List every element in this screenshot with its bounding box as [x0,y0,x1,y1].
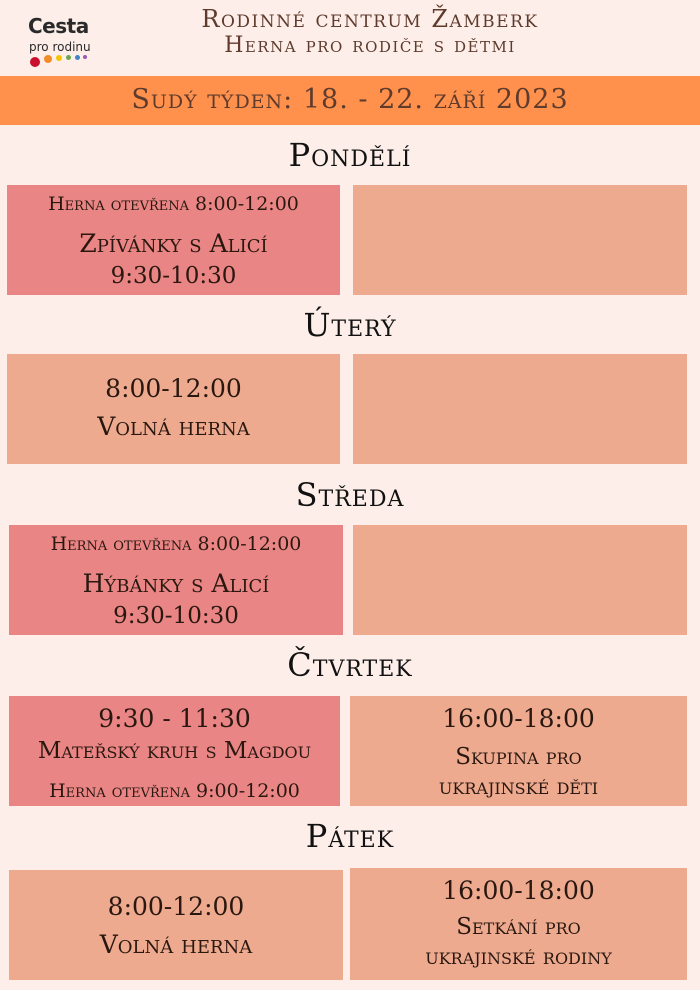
logo-dot [56,55,62,61]
tuesday-right-cell [353,354,687,464]
logo-dot [75,55,80,60]
logo-dot [83,55,87,59]
cell-line: 16:00-18:00 [442,704,595,733]
day-heading-thursday: Čtvrtek [287,646,413,684]
center-title: Rodinné centrum Žamberk [201,5,539,33]
cell-line: Herna otevřena 8:00-12:00 [48,193,299,215]
thursday-right-cell: 16:00-18:00 Skupina pro ukrajinské děti [350,696,687,806]
cell-line: 16:00-18:00 [442,876,595,905]
logo-wordmark: Cesta [28,14,89,38]
cell-line: Setkání pro [456,914,581,940]
day-heading-friday: Pátek [305,817,395,855]
logo-dot [66,55,71,60]
day-heading-tuesday: Úterý [303,306,397,344]
friday-left-cell: 8:00-12:00 Volná herna [9,870,343,980]
thursday-left-cell: 9:30 - 11:30 Mateřský kruh s Magdou Hern… [9,696,340,806]
wednesday-right-cell [353,525,687,635]
cell-line: Hýbánky s Alicí [82,569,270,598]
cell-line: Mateřský kruh s Magdou [37,738,312,764]
monday-right-cell [353,185,687,295]
cell-line: ukrajinské rodiny [425,944,612,970]
logo-dot [30,57,40,67]
friday-right-cell: 16:00-18:00 Setkání pro ukrajinské rodin… [350,868,687,980]
cell-line: Volná herna [99,930,253,959]
cell-line: ukrajinské děti [438,774,599,800]
day-heading-wednesday: Středa [295,476,405,514]
tuesday-left-cell: 8:00-12:00 Volná herna [7,354,340,464]
logo-subtitle: pro rodinu [29,40,91,54]
wednesday-left-cell: Herna otevřena 8:00-12:00 Hýbánky s Alic… [9,525,343,635]
cell-line: Skupina pro [455,744,582,770]
cell-line: 9:30-10:30 [110,263,237,289]
cell-line: 8:00-12:00 [107,892,245,921]
cell-line: 8:00-12:00 [105,374,242,403]
cell-line: 9:30-10:30 [113,603,239,629]
center-subtitle: Herna pro rodiče s dětmi [224,33,516,58]
cell-line: Herna otevřena 8:00-12:00 [50,533,302,555]
logo-dot [44,55,52,63]
cell-line: Herna otevřena 9:00-12:00 [49,780,300,802]
week-band [0,76,700,125]
day-heading-monday: Pondělí [288,136,412,174]
monday-left-cell: Herna otevřena 8:00-12:00 Zpívánky s Ali… [7,185,340,295]
cell-line: 9:30 - 11:30 [98,704,251,733]
cell-line: Zpívánky s Alicí [79,229,268,258]
logo: Cesta pro rodinu [28,14,108,74]
week-label: Sudý týden: 18. - 22. září 2023 [131,84,569,115]
cell-line: Volná herna [97,412,250,441]
